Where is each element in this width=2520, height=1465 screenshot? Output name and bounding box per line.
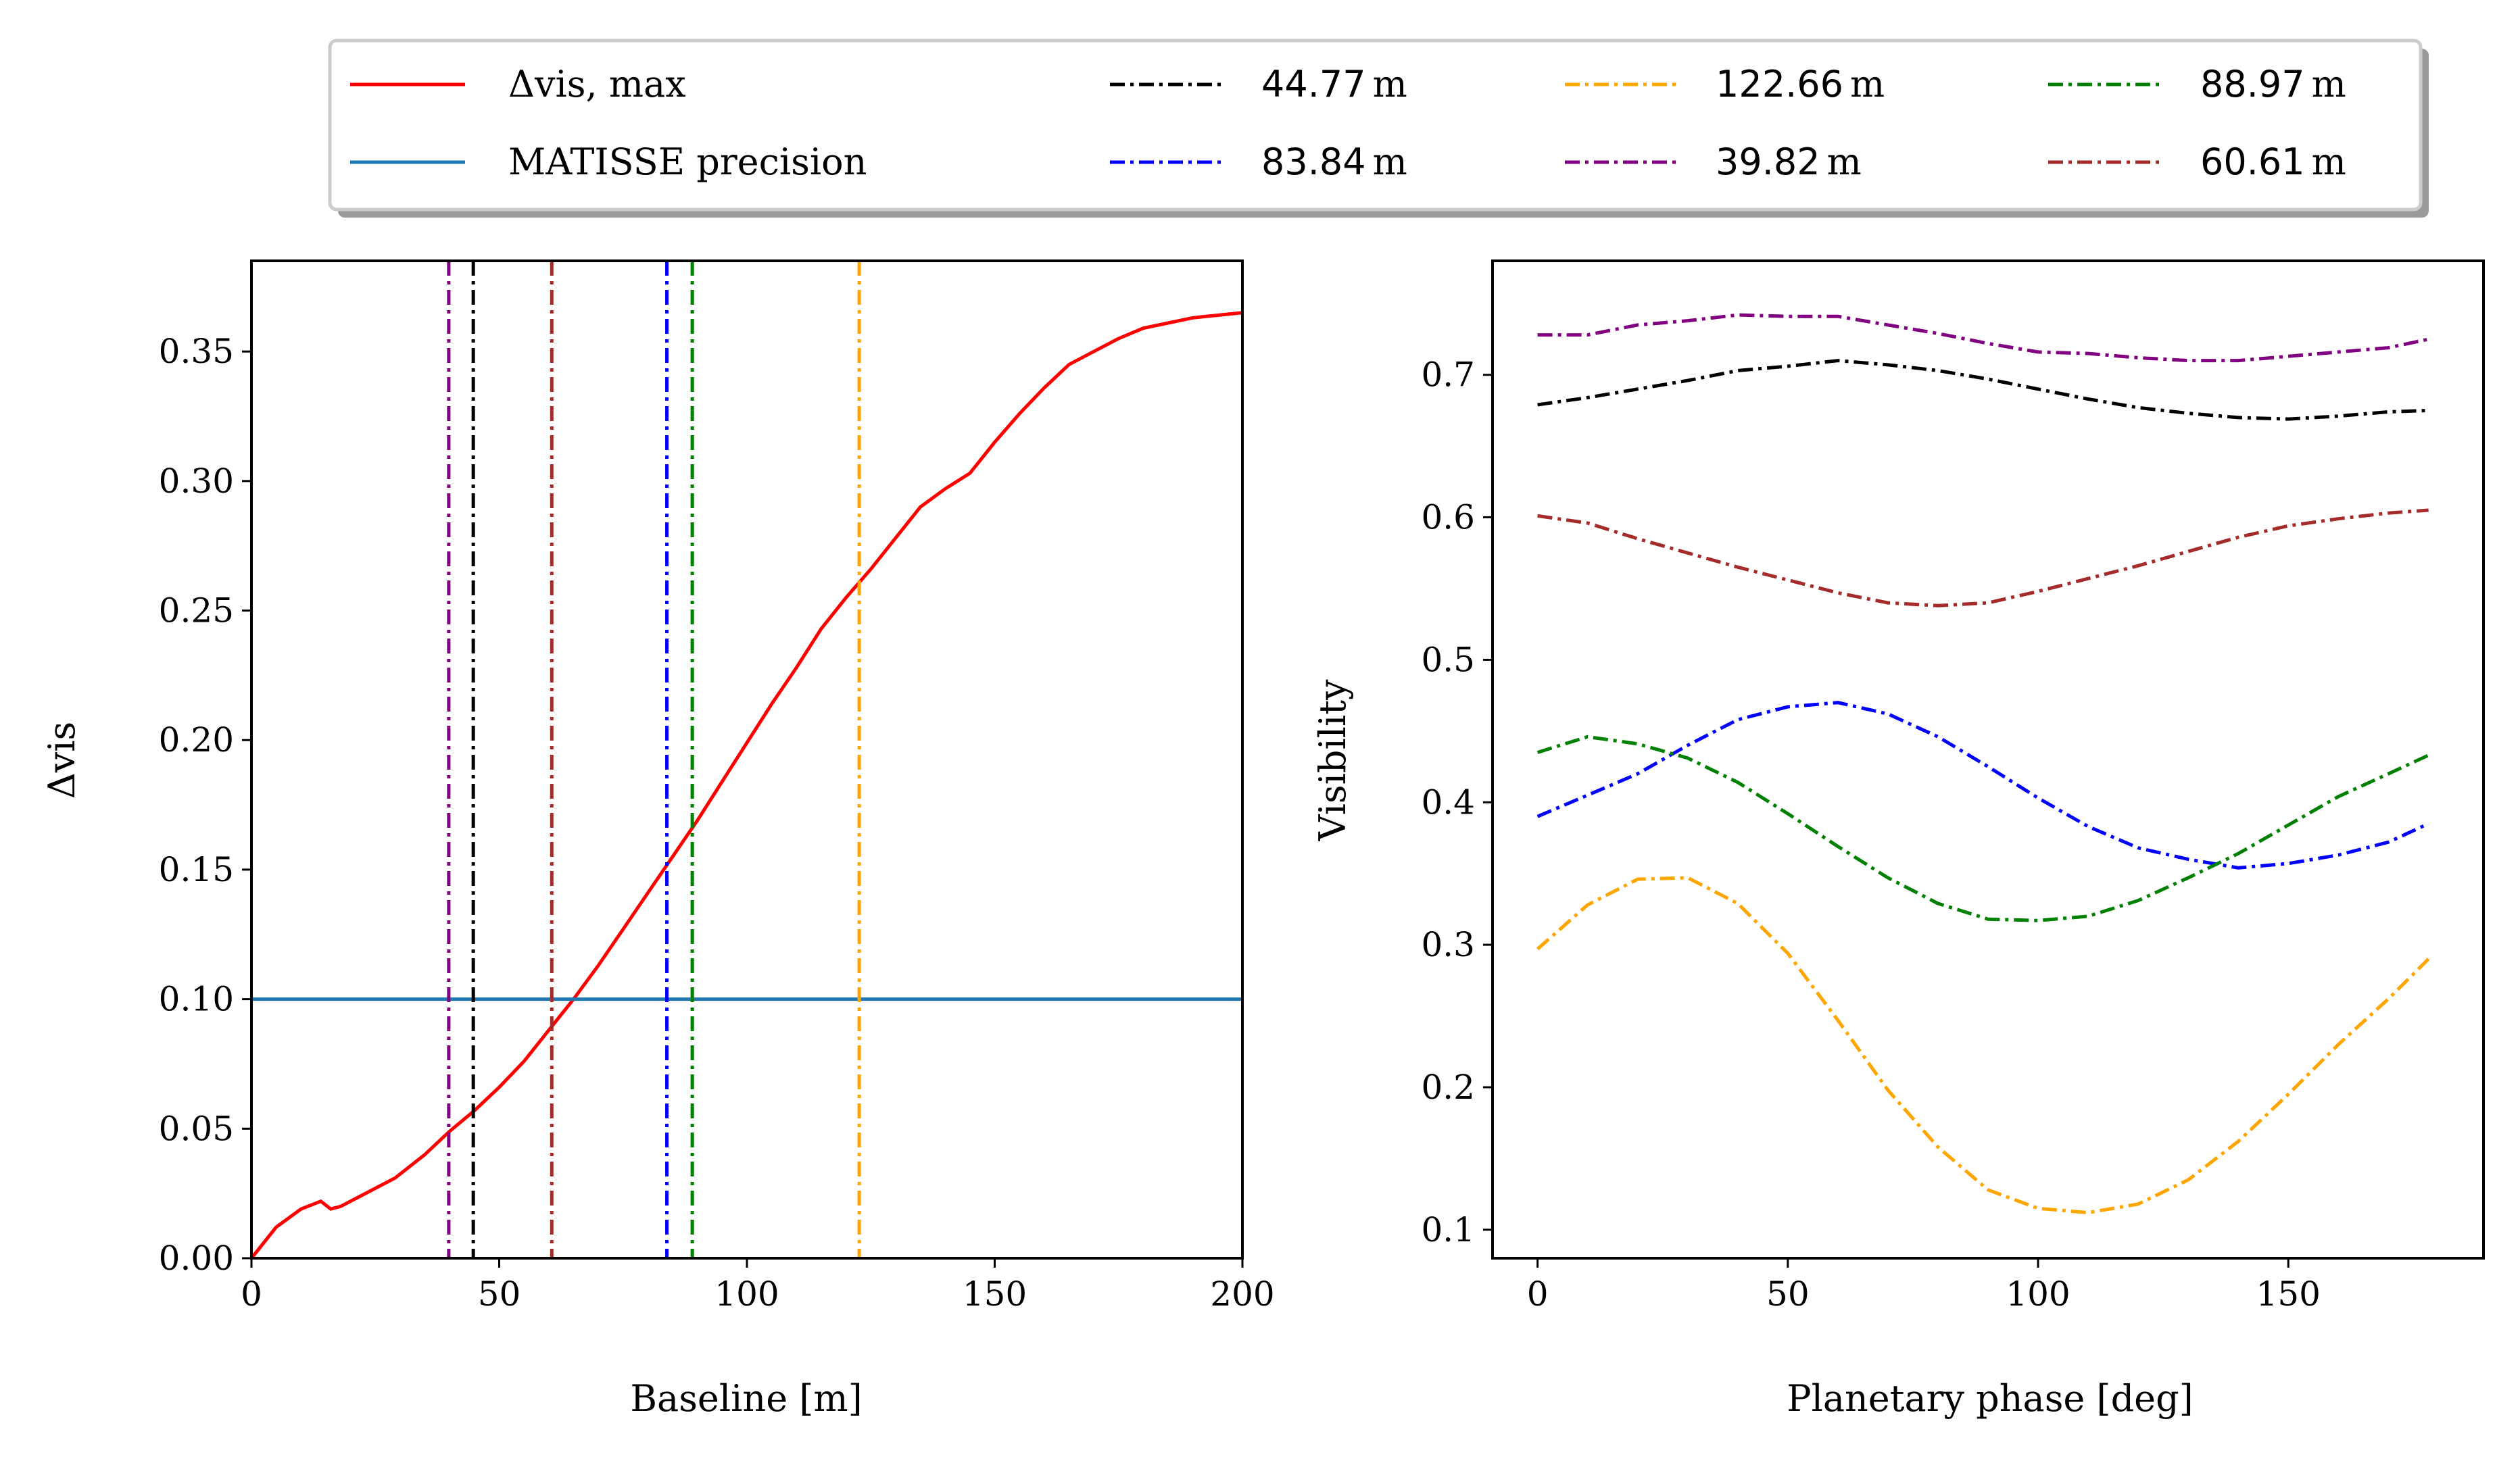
legend-label-3: 83.84 m — [1261, 141, 1407, 183]
legend-label-4: 122.66 m — [1716, 63, 1885, 105]
legend-label-0: Δvis, max — [508, 63, 686, 105]
legend-label-2: 44.77 m — [1261, 63, 1407, 105]
right-series-2 — [1537, 508, 2429, 607]
right-ylabel: Visibility — [1311, 679, 1354, 841]
right-xtick-label: 0 — [1527, 1274, 1549, 1314]
right-ytick-label: 0.5 — [1421, 640, 1475, 679]
right-series-1 — [1537, 359, 2429, 421]
left-xlabel: Baseline [m] — [630, 1377, 862, 1420]
legend: Δvis, max MATISSE precision 44.77 m 83.84 m 12… — [328, 39, 2429, 218]
left-ytick-label: 0.35 — [159, 332, 234, 371]
left-ytick-label: 0.15 — [159, 850, 234, 889]
left-ylabel: Δvis — [41, 722, 83, 799]
left-ytick-label: 0.05 — [159, 1109, 234, 1148]
right-series-3 — [1536, 701, 2429, 870]
left-xtick-label: 100 — [714, 1274, 779, 1314]
right-ytick-label: 0.2 — [1421, 1068, 1475, 1107]
right-xtick-label: 150 — [2256, 1274, 2321, 1314]
left-xtick-label: 200 — [1210, 1274, 1274, 1314]
right-series-0 — [1537, 313, 2429, 363]
right-panel: 0 50 100 150 0.1 0.2 0.3 0.4 0.5 0.6 0.7 Planetary… — [1311, 259, 2485, 1420]
right-xtick-label: 100 — [2006, 1274, 2070, 1314]
left-ytick-label: 0.20 — [159, 720, 234, 760]
left-ytick-label: 0.10 — [159, 980, 234, 1019]
left-series-0 — [251, 311, 1242, 1258]
right-ytick-label: 0.1 — [1421, 1210, 1475, 1249]
legend-label-6: 88.97 m — [2200, 63, 2346, 105]
left-panel: 0 50 100 150 200 0.00 0.05 0.10 0.15 0.20 0.25 0.30… — [41, 259, 1275, 1420]
right-axes-frame — [1491, 259, 2485, 1260]
right-ytick-label: 0.3 — [1421, 925, 1475, 964]
legend-label-5: 39.82 m — [1716, 141, 1862, 183]
right-ytick-label: 0.6 — [1421, 498, 1475, 537]
right-series-5 — [1536, 876, 2430, 1215]
left-ytick-label: 0.25 — [159, 591, 234, 630]
right-ytick-label: 0.4 — [1421, 783, 1475, 822]
left-xtick-label: 0 — [241, 1274, 262, 1314]
left-ytick-label: 0.30 — [159, 462, 234, 501]
legend-label-7: 60.61 m — [2200, 141, 2346, 183]
left-xtick-label: 150 — [963, 1274, 1027, 1314]
right-series-4 — [1536, 735, 2429, 922]
right-ytick-label: 0.7 — [1421, 355, 1475, 395]
right-xlabel: Planetary phase [deg] — [1787, 1377, 2194, 1420]
legend-label-1: MATISSE precision — [508, 141, 867, 183]
right-xtick-label: 50 — [1766, 1274, 1810, 1314]
left-ytick-label: 0.00 — [159, 1239, 234, 1278]
left-xtick-label: 50 — [478, 1274, 521, 1314]
